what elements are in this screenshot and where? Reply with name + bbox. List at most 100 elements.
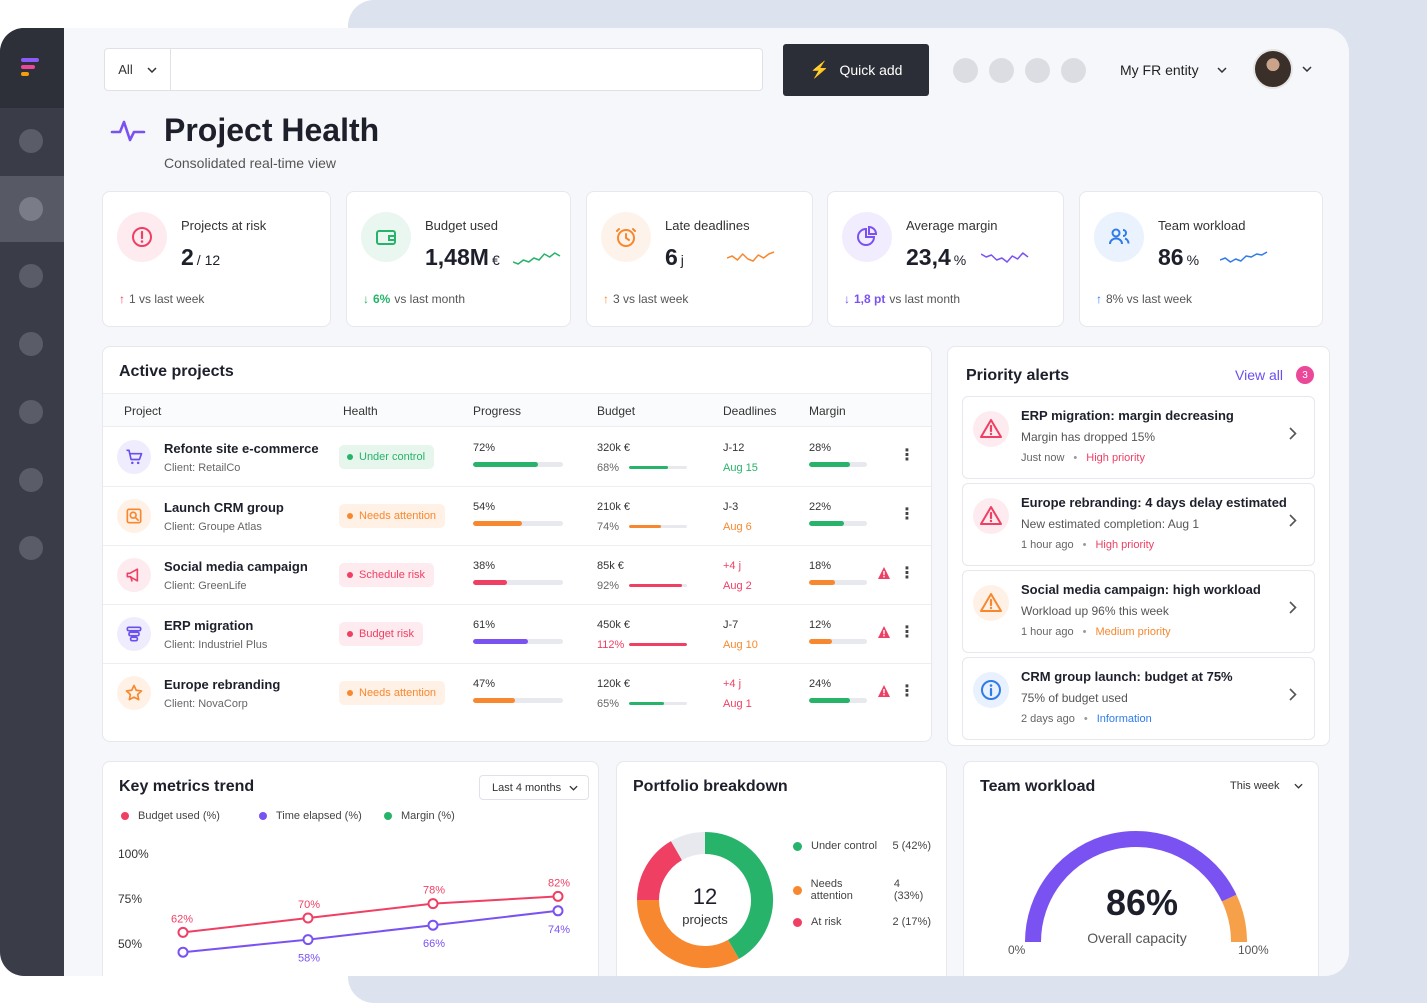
- legend-label: At risk: [811, 916, 842, 928]
- quick-add-button[interactable]: ⚡ Quick add: [783, 44, 929, 96]
- sidebar-item-4[interactable]: [19, 332, 43, 356]
- meta-separator: •: [1073, 452, 1078, 464]
- row-menu-button[interactable]: ⋮: [899, 447, 915, 464]
- trend-text: 3 vs last week: [613, 292, 689, 306]
- kpi-card[interactable]: Average margin 23,4% ↓ 1,8 pt vs last month: [827, 191, 1064, 327]
- search-input[interactable]: [171, 49, 762, 90]
- sidebar-item-active[interactable]: [0, 176, 64, 242]
- alert-description: Workload up 96% this week: [1021, 604, 1169, 618]
- series-line: [182, 909, 559, 954]
- alert-meta: 2 days ago • Information: [1021, 713, 1152, 725]
- donut-slice[interactable]: [637, 899, 739, 968]
- alert-item[interactable]: ERP migration: margin decreasing Margin h…: [962, 396, 1315, 479]
- kpi-trend: ↓ 1,8 pt vs last month: [844, 292, 960, 306]
- table-row[interactable]: Social media campaign Client: GreenLife Sc…: [103, 546, 931, 605]
- header-action-4[interactable]: [1061, 58, 1086, 83]
- sidebar-item-3[interactable]: [19, 264, 43, 288]
- data-point[interactable]: [177, 946, 189, 958]
- legend-value: 2 (17%): [892, 916, 931, 928]
- chevron-down-icon[interactable]: [1302, 66, 1312, 72]
- header-action-3[interactable]: [1025, 58, 1050, 83]
- series-line: [182, 895, 559, 934]
- sparkline-path: [513, 252, 561, 265]
- meta-separator: •: [1082, 539, 1087, 551]
- alert-item[interactable]: CRM group launch: budget at 75% 75% of bu…: [962, 657, 1315, 740]
- kpi-card[interactable]: Projects at risk 2/ 12 ↑ 1 vs last week: [102, 191, 331, 327]
- sidebar-item-7[interactable]: [19, 536, 43, 560]
- deadline-offset: +4 j: [723, 678, 742, 690]
- table-row[interactable]: Refonte site e-commerce Client: RetailCo U…: [103, 428, 931, 487]
- progress-bar: [473, 698, 563, 703]
- health-badge: Needs attention: [339, 681, 446, 705]
- warning-triangle-icon: [980, 419, 1002, 438]
- kpi-card[interactable]: Team workload 86% ↑ 8% vs last week: [1079, 191, 1323, 327]
- row-menu-button[interactable]: ⋮: [899, 683, 915, 700]
- trend-range-select[interactable]: Last 4 months: [479, 775, 589, 800]
- meta-separator: •: [1082, 626, 1087, 638]
- budget-fill: [629, 702, 664, 705]
- trend-arrow: ↑: [119, 292, 125, 306]
- project-client: Client: Groupe Atlas: [164, 521, 262, 533]
- search-scope-select[interactable]: All: [105, 49, 171, 90]
- table-row[interactable]: Launch CRM group Client: Groupe Atlas Need…: [103, 487, 931, 546]
- budget-percent: 112%: [597, 639, 625, 651]
- gauge-max-label: 100%: [1238, 943, 1269, 957]
- alert-title: CRM group launch: budget at 75%: [1021, 669, 1233, 684]
- view-all-link[interactable]: View all: [1235, 367, 1283, 383]
- data-point[interactable]: [177, 926, 189, 938]
- health-badge: Schedule risk: [339, 563, 435, 587]
- team-workload-title: Team workload: [980, 778, 1096, 795]
- header-action-1[interactable]: [953, 58, 978, 83]
- table-row[interactable]: Europe rebranding Client: NovaCorp Needs a…: [103, 664, 931, 723]
- alert-meta: 1 hour ago • High priority: [1021, 539, 1154, 551]
- kpi-number: 2: [181, 244, 194, 270]
- data-point[interactable]: [427, 919, 439, 931]
- data-point[interactable]: [552, 905, 564, 917]
- budget-bar: [629, 643, 687, 646]
- kpi-card[interactable]: Budget used 1,48M € ↓ 6% vs last month: [346, 191, 571, 327]
- donut-slice[interactable]: [704, 832, 773, 959]
- alert-time: 2 days ago: [1021, 713, 1075, 725]
- donut-slice[interactable]: [671, 832, 706, 861]
- row-menu-button[interactable]: ⋮: [899, 565, 915, 582]
- table-row[interactable]: ERP migration Client: Industriel Plus Budg…: [103, 605, 931, 664]
- chevron-down-icon: [1293, 783, 1303, 789]
- workload-range-select[interactable]: This week: [1230, 780, 1303, 792]
- data-point[interactable]: [302, 934, 314, 946]
- sidebar-item-6[interactable]: [19, 468, 43, 492]
- chevron-right-icon: [1289, 514, 1297, 532]
- data-point[interactable]: [552, 890, 564, 902]
- alert-icon: [973, 585, 1009, 621]
- sidebar-item-1[interactable]: [19, 129, 43, 153]
- legend-label: Time elapsed (%): [276, 810, 362, 822]
- kpi-label: Late deadlines: [665, 218, 750, 233]
- sparkline-path: [727, 251, 775, 262]
- header-action-2[interactable]: [989, 58, 1014, 83]
- data-point[interactable]: [427, 898, 439, 910]
- margin-bar: [809, 698, 867, 703]
- key-metrics-card: Key metrics trend Last 4 months Budget u…: [102, 761, 599, 976]
- kpi-card[interactable]: Late deadlines 6 j ↑ 3 vs last week: [586, 191, 813, 327]
- alert-item[interactable]: Europe rebranding: 4 days delay estimate…: [962, 483, 1315, 566]
- sidebar-item-5[interactable]: [19, 400, 43, 424]
- sidebar-logo[interactable]: [0, 28, 64, 108]
- data-point[interactable]: [302, 912, 314, 924]
- health-label: Budget risk: [359, 628, 415, 640]
- deadline-date: Aug 1: [723, 698, 752, 710]
- donut-slice[interactable]: [637, 841, 683, 901]
- warning-icon: [878, 626, 890, 638]
- alert-item[interactable]: Social media campaign: high workload Work…: [962, 570, 1315, 653]
- progress-bar: [473, 639, 563, 644]
- budget-amount: 320k €: [597, 442, 631, 454]
- alert-title: Social media campaign: high workload: [1021, 582, 1261, 597]
- kpi-trend: ↓ 6% vs last month: [363, 292, 465, 306]
- avatar[interactable]: [1253, 49, 1293, 89]
- row-menu-button[interactable]: ⋮: [899, 624, 915, 641]
- entity-selector[interactable]: My FR entity: [1120, 62, 1227, 78]
- col-progress: Progress: [473, 404, 522, 418]
- budget-amount: 85k €: [597, 560, 624, 572]
- row-menu-button[interactable]: ⋮: [899, 506, 915, 523]
- progress-bar: [473, 462, 563, 467]
- budget-percent: 74%: [597, 521, 620, 533]
